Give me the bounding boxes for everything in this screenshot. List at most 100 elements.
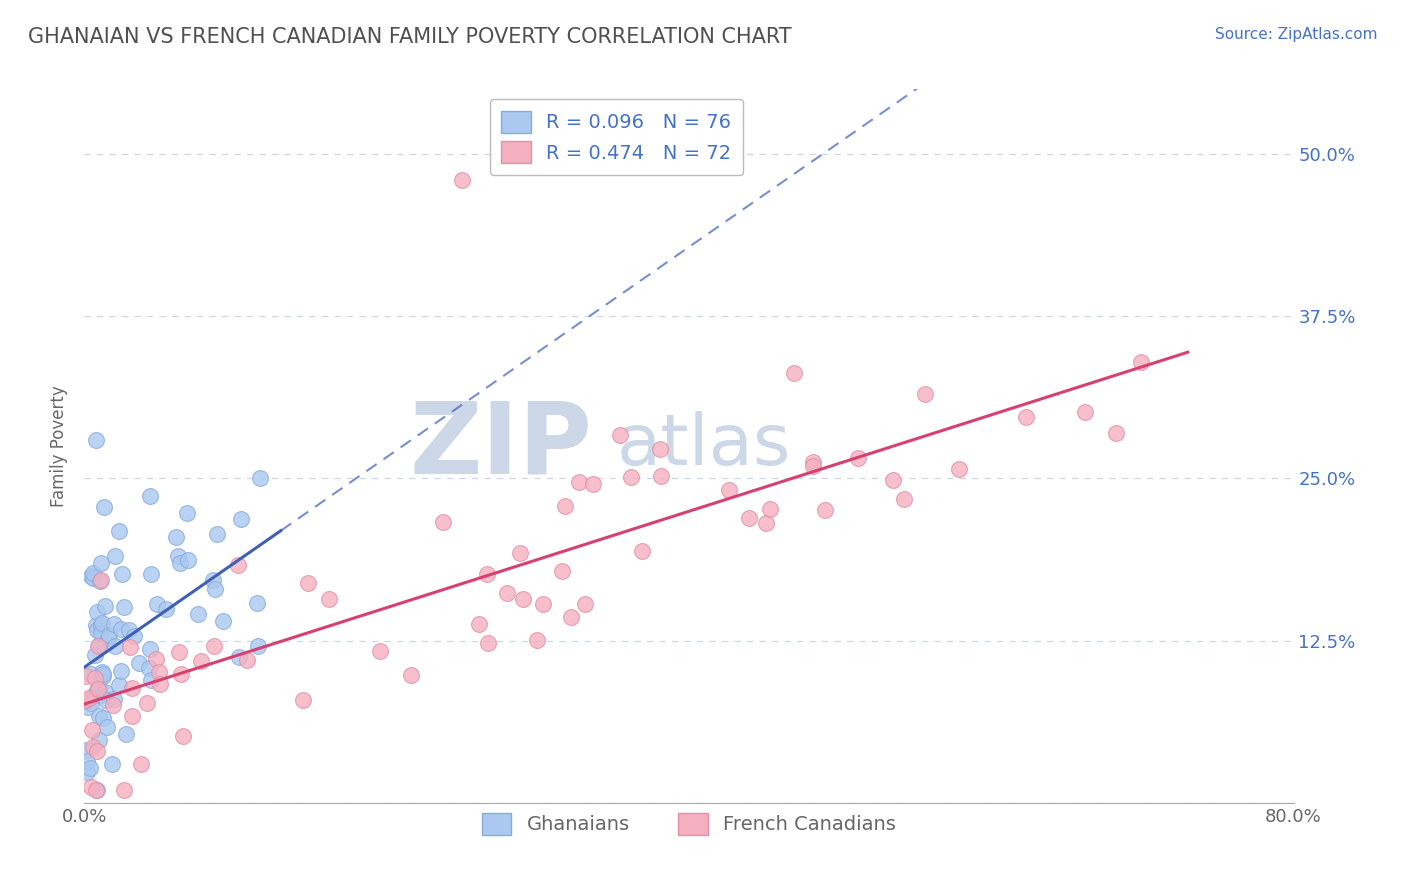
Point	[86, 605, 108, 619]
Point	[87, 638, 110, 652]
Point	[318, 591, 340, 606]
Point	[526, 633, 548, 648]
Point	[914, 387, 936, 401]
Point	[86, 683, 108, 698]
Point	[554, 500, 576, 514]
Point	[97, 631, 120, 645]
Text: atlas: atlas	[616, 411, 790, 481]
Point	[82, 566, 104, 580]
Point	[803, 459, 825, 474]
Point	[148, 665, 170, 679]
Point	[167, 549, 190, 563]
Point	[609, 428, 631, 442]
Point	[118, 623, 141, 637]
Point	[249, 471, 271, 485]
Point	[138, 489, 160, 503]
Point	[80, 723, 103, 737]
Point	[176, 506, 198, 520]
Point	[84, 782, 107, 797]
Point	[112, 782, 135, 797]
Point	[758, 502, 780, 516]
Point	[76, 669, 98, 683]
Point	[90, 573, 112, 587]
Point	[477, 636, 499, 650]
Point	[139, 641, 162, 656]
Point	[112, 600, 135, 615]
Point	[882, 473, 904, 487]
Point	[620, 470, 643, 484]
Point	[495, 585, 517, 599]
Point	[114, 727, 136, 741]
Point	[101, 698, 124, 713]
Point	[846, 451, 869, 466]
Point	[574, 597, 596, 611]
Point	[80, 667, 103, 681]
Point	[568, 475, 591, 490]
Point	[89, 681, 111, 695]
Point	[135, 696, 157, 710]
Point	[77, 690, 100, 705]
Point	[118, 640, 141, 654]
Point	[948, 462, 970, 476]
Point	[451, 173, 474, 187]
Point	[110, 622, 132, 636]
Point	[169, 556, 191, 570]
Point	[83, 688, 105, 702]
Point	[204, 582, 226, 596]
Legend: Ghanaians, French Canadians: Ghanaians, French Canadians	[474, 805, 904, 843]
Point	[560, 610, 582, 624]
Point	[468, 617, 491, 632]
Point	[104, 639, 127, 653]
Point	[82, 571, 104, 585]
Point	[246, 597, 269, 611]
Point	[782, 366, 804, 380]
Point	[145, 652, 167, 666]
Point	[146, 597, 169, 611]
Point	[475, 567, 498, 582]
Point	[86, 782, 108, 797]
Point	[76, 743, 98, 757]
Point	[80, 696, 103, 710]
Point	[149, 677, 172, 691]
Point	[75, 693, 97, 707]
Point	[90, 616, 112, 631]
Point	[211, 614, 233, 628]
Point	[531, 597, 554, 611]
Point	[432, 515, 454, 529]
Point	[79, 569, 101, 583]
Point	[368, 644, 391, 658]
Point	[82, 740, 104, 755]
Point	[93, 500, 115, 515]
Point	[228, 650, 250, 665]
Point	[100, 756, 122, 771]
Point	[297, 576, 319, 591]
Point	[893, 491, 915, 506]
Point	[236, 653, 259, 667]
Point	[108, 678, 131, 692]
Point	[87, 733, 110, 747]
Point	[401, 668, 423, 682]
Point	[1014, 410, 1036, 425]
Point	[512, 591, 534, 606]
Point	[89, 574, 111, 588]
Point	[202, 640, 225, 654]
Text: ZIP: ZIP	[409, 398, 592, 494]
Point	[90, 617, 112, 632]
Point	[91, 666, 114, 681]
Point	[165, 530, 187, 544]
Point	[91, 711, 114, 725]
Point	[650, 468, 672, 483]
Point	[172, 729, 194, 743]
Point	[83, 648, 105, 662]
Point	[1074, 404, 1097, 418]
Point	[170, 666, 193, 681]
Point	[79, 761, 101, 775]
Point	[738, 511, 761, 525]
Point	[86, 623, 108, 637]
Point	[551, 565, 574, 579]
Point	[139, 567, 162, 582]
Point	[801, 455, 824, 469]
Point	[91, 665, 114, 679]
Point	[187, 607, 209, 621]
Point	[86, 433, 108, 447]
